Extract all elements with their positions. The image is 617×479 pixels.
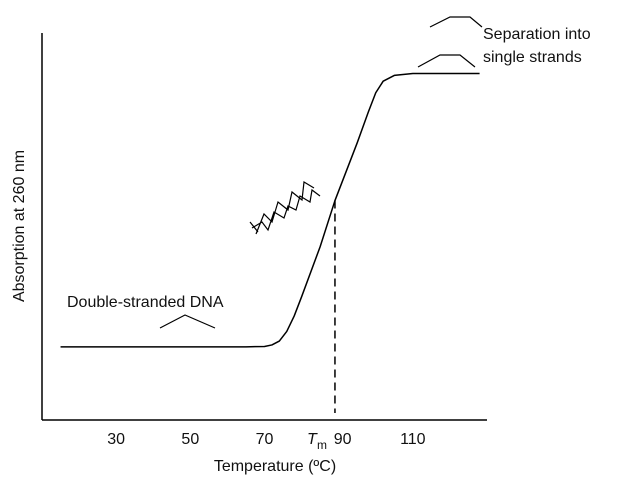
- x-tick-label: T: [307, 431, 318, 448]
- x-tick-label: 70: [256, 431, 274, 448]
- curve: [60, 72, 480, 348]
- x-axis-label: Temperature (ºC): [214, 458, 336, 475]
- brace: [429, 16, 483, 28]
- brace: [159, 314, 216, 329]
- x-tick-subscript: m: [317, 438, 327, 452]
- x-tick-label: 110: [400, 431, 426, 448]
- x-tick-label: 50: [181, 431, 199, 448]
- annotation: single strands: [483, 49, 582, 66]
- annotation: Double-stranded DNA: [67, 294, 224, 311]
- x-tick-label: 90: [334, 431, 352, 448]
- dna-helix: [249, 181, 321, 235]
- y-axis-label: Absorption at 260 nm: [11, 150, 28, 302]
- x-tick-label: 30: [107, 431, 125, 448]
- annotation: Separation into: [483, 26, 591, 43]
- brace: [417, 54, 476, 68]
